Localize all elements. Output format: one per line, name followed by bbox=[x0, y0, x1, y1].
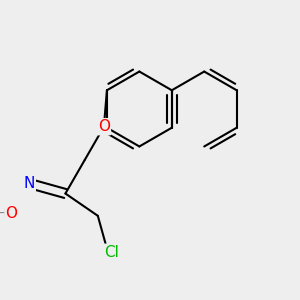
Text: O: O bbox=[98, 119, 110, 134]
Text: Cl: Cl bbox=[104, 245, 119, 260]
Text: N: N bbox=[23, 176, 35, 191]
Text: H: H bbox=[0, 207, 7, 221]
Text: O: O bbox=[5, 206, 17, 221]
